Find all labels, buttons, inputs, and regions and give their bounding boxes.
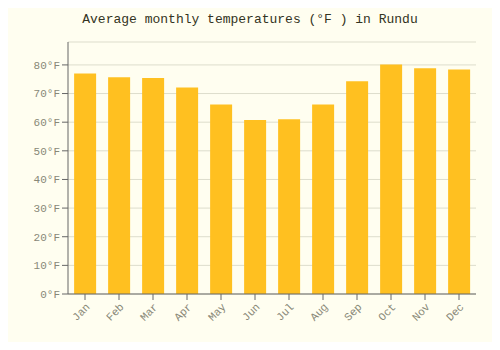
- svg-text:50°F: 50°F: [34, 146, 60, 158]
- svg-text:Jun: Jun: [240, 301, 262, 323]
- svg-text:Apr: Apr: [172, 301, 194, 323]
- svg-text:Jan: Jan: [70, 301, 92, 323]
- svg-text:Mar: Mar: [138, 301, 160, 323]
- svg-text:Oct: Oct: [376, 301, 398, 323]
- svg-text:Dec: Dec: [444, 301, 466, 323]
- svg-text:May: May: [206, 301, 229, 324]
- svg-text:Aug: Aug: [308, 301, 330, 323]
- svg-text:Nov: Nov: [410, 301, 433, 324]
- html-text:Average monthly temperatures (: Average monthly temperatures (°F ) in Ru…: [82, 12, 418, 27]
- svg-text:20°F: 20°F: [34, 232, 60, 244]
- svg-text:10°F: 10°F: [34, 260, 60, 272]
- svg-text:Jul: Jul: [274, 301, 296, 323]
- svg-text:0°F: 0°F: [40, 289, 60, 301]
- svg-text:70°F: 70°F: [34, 88, 60, 100]
- svg-text:Sep: Sep: [342, 301, 364, 323]
- svg-text:80°F: 80°F: [34, 60, 60, 72]
- svg-text:40°F: 40°F: [34, 174, 60, 186]
- svg-text:60°F: 60°F: [34, 117, 60, 129]
- svg-text:Feb: Feb: [104, 301, 126, 323]
- svg-text:30°F: 30°F: [34, 203, 60, 215]
